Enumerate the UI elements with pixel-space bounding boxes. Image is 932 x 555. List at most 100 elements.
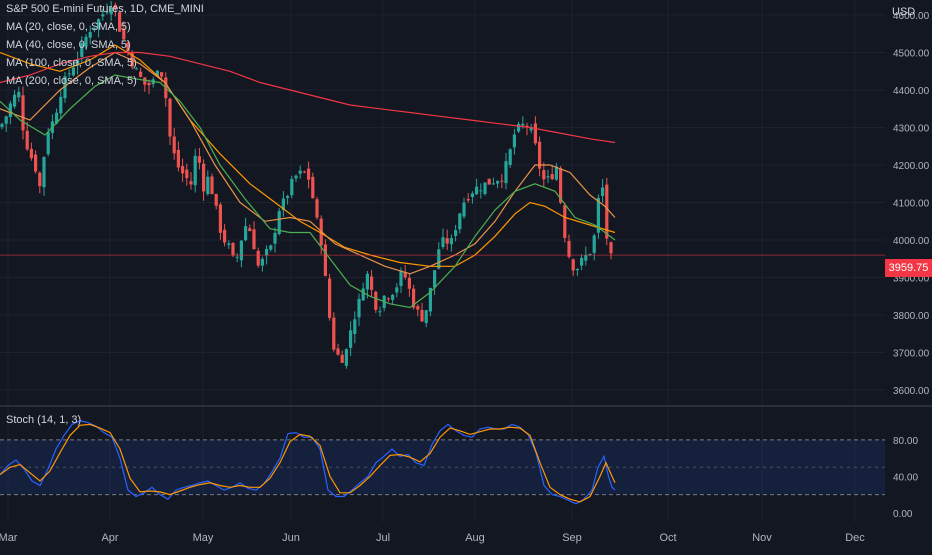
candle-body	[449, 238, 453, 245]
currency-label: USD	[892, 6, 916, 18]
month-tick-label: Oct	[659, 532, 676, 544]
candle-body	[59, 96, 63, 114]
ma-40-label[interactable]: MA (40, close, 0, SMA, 5)	[6, 39, 131, 51]
candle-body	[17, 91, 21, 98]
candle-body	[559, 168, 563, 203]
candle-body	[580, 257, 584, 266]
candle-body	[592, 235, 596, 253]
candle-body	[584, 255, 588, 261]
candle-body	[542, 170, 546, 180]
candle-body	[273, 232, 277, 244]
candle-body	[298, 170, 302, 174]
stoch-tick-label: 0.00	[893, 509, 913, 520]
candle-body	[105, 11, 109, 13]
price-tick-label: 4300.00	[893, 124, 930, 135]
candle-body	[517, 123, 521, 132]
candle-body	[533, 123, 537, 144]
ma-line-1	[0, 51, 616, 275]
candle-body	[38, 172, 42, 187]
candle-body	[55, 112, 59, 124]
month-tick-label: Nov	[752, 532, 772, 544]
candle-body	[361, 288, 365, 301]
candle-body	[596, 197, 600, 233]
candle-body	[479, 190, 483, 192]
candle-body	[92, 27, 96, 29]
candle-body	[67, 73, 71, 75]
ma-line-2	[0, 74, 616, 309]
candle-body	[227, 243, 231, 246]
candle-body	[160, 72, 164, 77]
chart-title[interactable]: S&P 500 E-mini Futures, 1D, CME_MINI	[6, 3, 204, 15]
candle-body	[529, 127, 533, 131]
ma-100-label[interactable]: MA (100, close, 0, SMA, 5)	[6, 57, 137, 69]
candle-body	[475, 186, 479, 195]
stoch-d-line	[0, 423, 616, 503]
price-tick-label: 4100.00	[893, 199, 930, 210]
candle-body	[550, 174, 554, 180]
candle-body	[197, 156, 201, 163]
candle-body	[378, 311, 382, 313]
candle-body	[483, 182, 487, 195]
candle-body	[290, 178, 294, 196]
stoch-tick-label: 80.00	[893, 436, 918, 447]
candle-body	[407, 277, 411, 289]
candle-body	[496, 181, 500, 184]
candle-body	[34, 154, 38, 172]
candle-body	[391, 294, 395, 300]
candle-body	[239, 240, 243, 261]
candle-body	[252, 229, 256, 250]
candle-body	[130, 52, 134, 67]
candle-body	[601, 187, 605, 196]
candle-body	[433, 270, 437, 288]
last-price-tag: 3959.75	[885, 259, 932, 277]
ma-line-3	[0, 51, 616, 144]
candle-body	[311, 176, 315, 199]
candle-body	[46, 132, 50, 155]
ma-20-label[interactable]: MA (20, close, 0, SMA, 5)	[6, 21, 131, 33]
candle-body	[575, 268, 579, 271]
price-tick-label: 3700.00	[893, 349, 930, 360]
price-tick-label: 3900.00	[893, 274, 930, 285]
candle-body	[181, 166, 185, 174]
candle-body	[332, 317, 336, 350]
candle-body	[588, 254, 592, 256]
candle-body	[395, 287, 399, 293]
candle-body	[206, 176, 210, 195]
candle-body	[143, 77, 147, 85]
ma-200-label[interactable]: MA (200, close, 0, SMA, 5)	[6, 75, 137, 87]
candle-body	[609, 242, 613, 254]
candle-body	[286, 196, 290, 198]
candle-body	[386, 298, 390, 300]
stoch-label[interactable]: Stoch (14, 1, 3)	[6, 414, 82, 426]
candle-body	[563, 205, 567, 238]
price-tick-label: 4200.00	[893, 161, 930, 172]
candle-body	[118, 12, 122, 32]
candle-body	[336, 348, 340, 355]
candle-body	[256, 250, 260, 266]
candle-body	[315, 199, 319, 218]
candle-body	[281, 198, 285, 211]
candle-body	[248, 228, 252, 232]
candle-body	[176, 149, 180, 168]
candle-body	[76, 59, 80, 66]
candle-body	[525, 125, 529, 127]
candle-body	[193, 155, 197, 186]
candle-body	[571, 259, 575, 271]
stoch-tick-label: 40.00	[893, 472, 918, 483]
candle-body	[126, 42, 130, 52]
candle-body	[29, 148, 33, 159]
price-tick-label: 3800.00	[893, 311, 930, 322]
month-tick-label: May	[193, 532, 214, 544]
candle-body	[80, 43, 84, 57]
candle-body	[399, 270, 403, 287]
candle-body	[323, 244, 327, 276]
candle-body	[185, 169, 189, 178]
candle-body	[500, 180, 504, 182]
candle-body	[147, 82, 151, 86]
candle-body	[344, 349, 348, 366]
candle-body	[109, 7, 113, 15]
candle-body	[466, 199, 470, 201]
candle-body	[101, 14, 105, 17]
